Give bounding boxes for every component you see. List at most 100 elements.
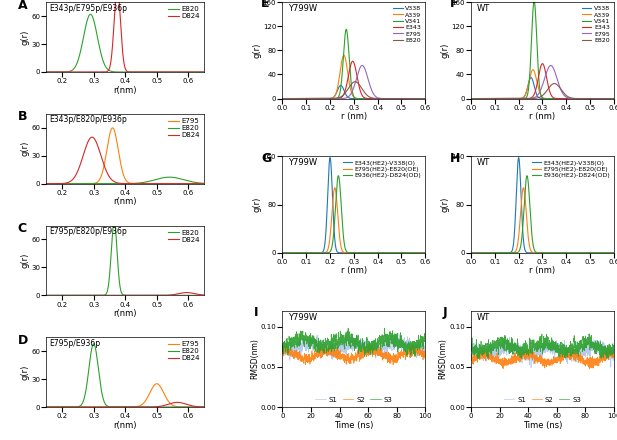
E795(HE2)-E820(OE) <box>331 185 339 191</box>
X-axis label: Time (ns): Time (ns) <box>523 421 562 429</box>
D824 <box>43 181 50 186</box>
D824 <box>183 290 191 295</box>
Line: D824: D824 <box>46 402 204 407</box>
Legend: E343(HE2)-V338(O), E795(HE2)-E820(OE), E936(HE2)-D824(OD): E343(HE2)-V338(O), E795(HE2)-E820(OE), E… <box>531 160 611 179</box>
A339 <box>279 96 286 101</box>
E343 <box>391 96 399 101</box>
E795(HE2)-E820(OE) <box>344 250 352 256</box>
E820 <box>196 180 203 186</box>
S2 <box>476 355 483 360</box>
E820 <box>115 404 123 410</box>
E795 <box>43 181 50 186</box>
E936(HE2)-D824(OD) <box>279 250 286 256</box>
V341 <box>421 96 429 101</box>
V338 <box>286 96 294 101</box>
E795 <box>348 89 355 95</box>
A339 <box>606 96 613 101</box>
E795 <box>109 125 117 131</box>
S2 <box>389 362 397 367</box>
E820 <box>51 181 58 186</box>
D824 <box>43 404 50 410</box>
V341 <box>474 96 482 101</box>
E820 <box>201 181 208 186</box>
E795 <box>119 404 126 410</box>
Line: E820: E820 <box>283 82 425 99</box>
E343 <box>606 96 613 101</box>
S1 <box>349 337 356 342</box>
E936(HE2)-D824(OD) <box>606 250 613 256</box>
E343 <box>344 75 352 80</box>
E343(HE2)-V338(O) <box>418 250 425 256</box>
Line: V341: V341 <box>283 29 425 99</box>
E795 <box>120 171 127 176</box>
E820 <box>43 181 50 186</box>
Text: E795p/E936p: E795p/E936p <box>49 339 101 348</box>
D824 <box>167 401 174 406</box>
V341 <box>342 27 350 32</box>
Y-axis label: g(r): g(r) <box>252 197 261 212</box>
E820 <box>606 96 613 101</box>
E343 <box>286 96 294 101</box>
E343 <box>606 96 613 101</box>
E795 <box>418 96 425 101</box>
Text: B: B <box>18 110 27 123</box>
Text: Y799W: Y799W <box>288 4 317 13</box>
A339 <box>529 67 537 72</box>
S2 <box>414 345 421 351</box>
Line: E820: E820 <box>46 221 204 295</box>
E795 <box>196 181 204 186</box>
V338 <box>606 96 613 101</box>
E795 <box>467 96 474 101</box>
E795 <box>537 88 544 93</box>
S1 <box>495 352 503 357</box>
V338 <box>474 96 482 101</box>
E820 <box>286 96 294 101</box>
E936(HE2)-D824(OD) <box>421 250 429 256</box>
E795 <box>43 404 50 410</box>
Line: S2: S2 <box>283 345 425 365</box>
E820 <box>51 70 58 75</box>
E795 <box>153 381 160 386</box>
V338 <box>418 96 425 101</box>
A339 <box>391 96 399 101</box>
E795 <box>167 181 175 186</box>
D824 <box>196 292 203 297</box>
Text: J: J <box>442 306 447 319</box>
V341 <box>279 96 286 101</box>
A339 <box>286 96 294 101</box>
E820 <box>467 96 474 101</box>
Line: E343(HE2)-V338(O): E343(HE2)-V338(O) <box>283 158 425 253</box>
X-axis label: r (nm): r (nm) <box>529 112 555 121</box>
E820 <box>43 70 50 75</box>
Text: WT: WT <box>477 312 490 322</box>
X-axis label: r (nm): r (nm) <box>529 267 555 275</box>
X-axis label: r (nm): r (nm) <box>341 112 367 121</box>
Line: D824: D824 <box>46 293 204 295</box>
E795 <box>533 93 540 99</box>
V341 <box>537 91 544 96</box>
E936(HE2)-D824(OD) <box>523 173 531 178</box>
E343 <box>610 96 617 101</box>
S3 <box>495 339 503 345</box>
D824 <box>115 0 123 1</box>
E343 <box>418 96 425 101</box>
Y-axis label: g(r): g(r) <box>252 43 261 58</box>
E343(HE2)-V338(O) <box>344 250 352 256</box>
D824 <box>201 404 208 410</box>
E343(HE2)-V338(O) <box>391 250 399 256</box>
Line: A339: A339 <box>283 55 425 99</box>
E343 <box>580 96 587 101</box>
E795(HE2)-E820(OE) <box>418 250 425 256</box>
V338 <box>418 96 425 101</box>
E795 <box>418 96 425 101</box>
E795 <box>391 96 399 101</box>
Line: E343: E343 <box>283 61 425 99</box>
Line: E936(HE2)-D824(OD): E936(HE2)-D824(OD) <box>471 176 614 253</box>
E936(HE2)-D824(OD) <box>334 173 342 178</box>
E795 <box>547 63 555 68</box>
V341 <box>418 96 425 101</box>
Line: E795: E795 <box>471 66 614 99</box>
E795 <box>610 96 617 101</box>
E795 <box>358 63 366 68</box>
A339 <box>610 96 617 101</box>
